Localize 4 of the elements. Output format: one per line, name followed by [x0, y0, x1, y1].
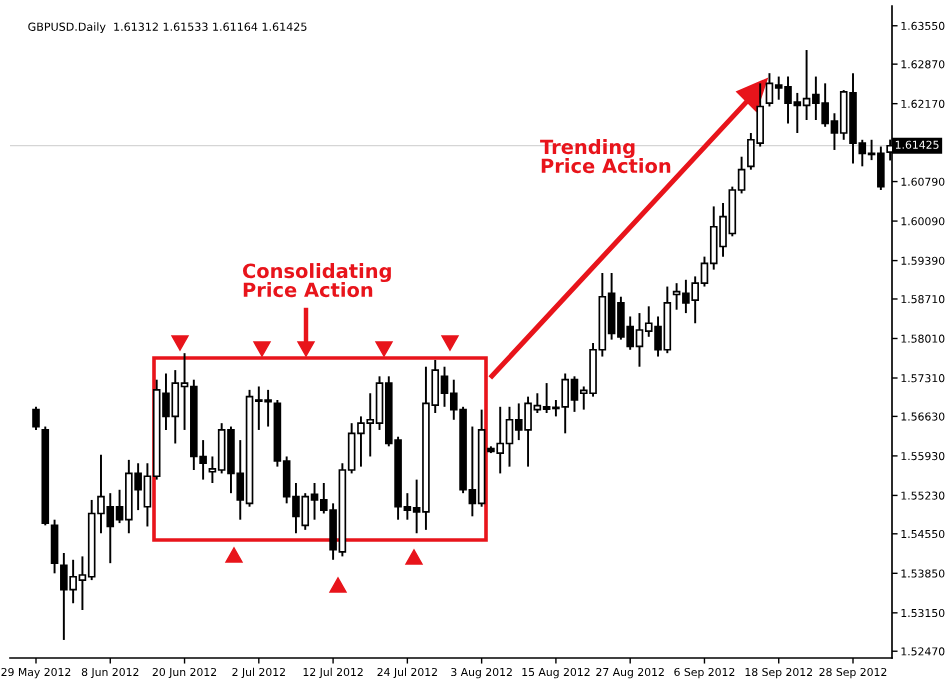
candlestick [50, 518, 59, 575]
annotation: Trending Price Action [540, 139, 671, 174]
annotation: Consolidating Price Action [242, 263, 391, 298]
candlestick [32, 405, 40, 431]
